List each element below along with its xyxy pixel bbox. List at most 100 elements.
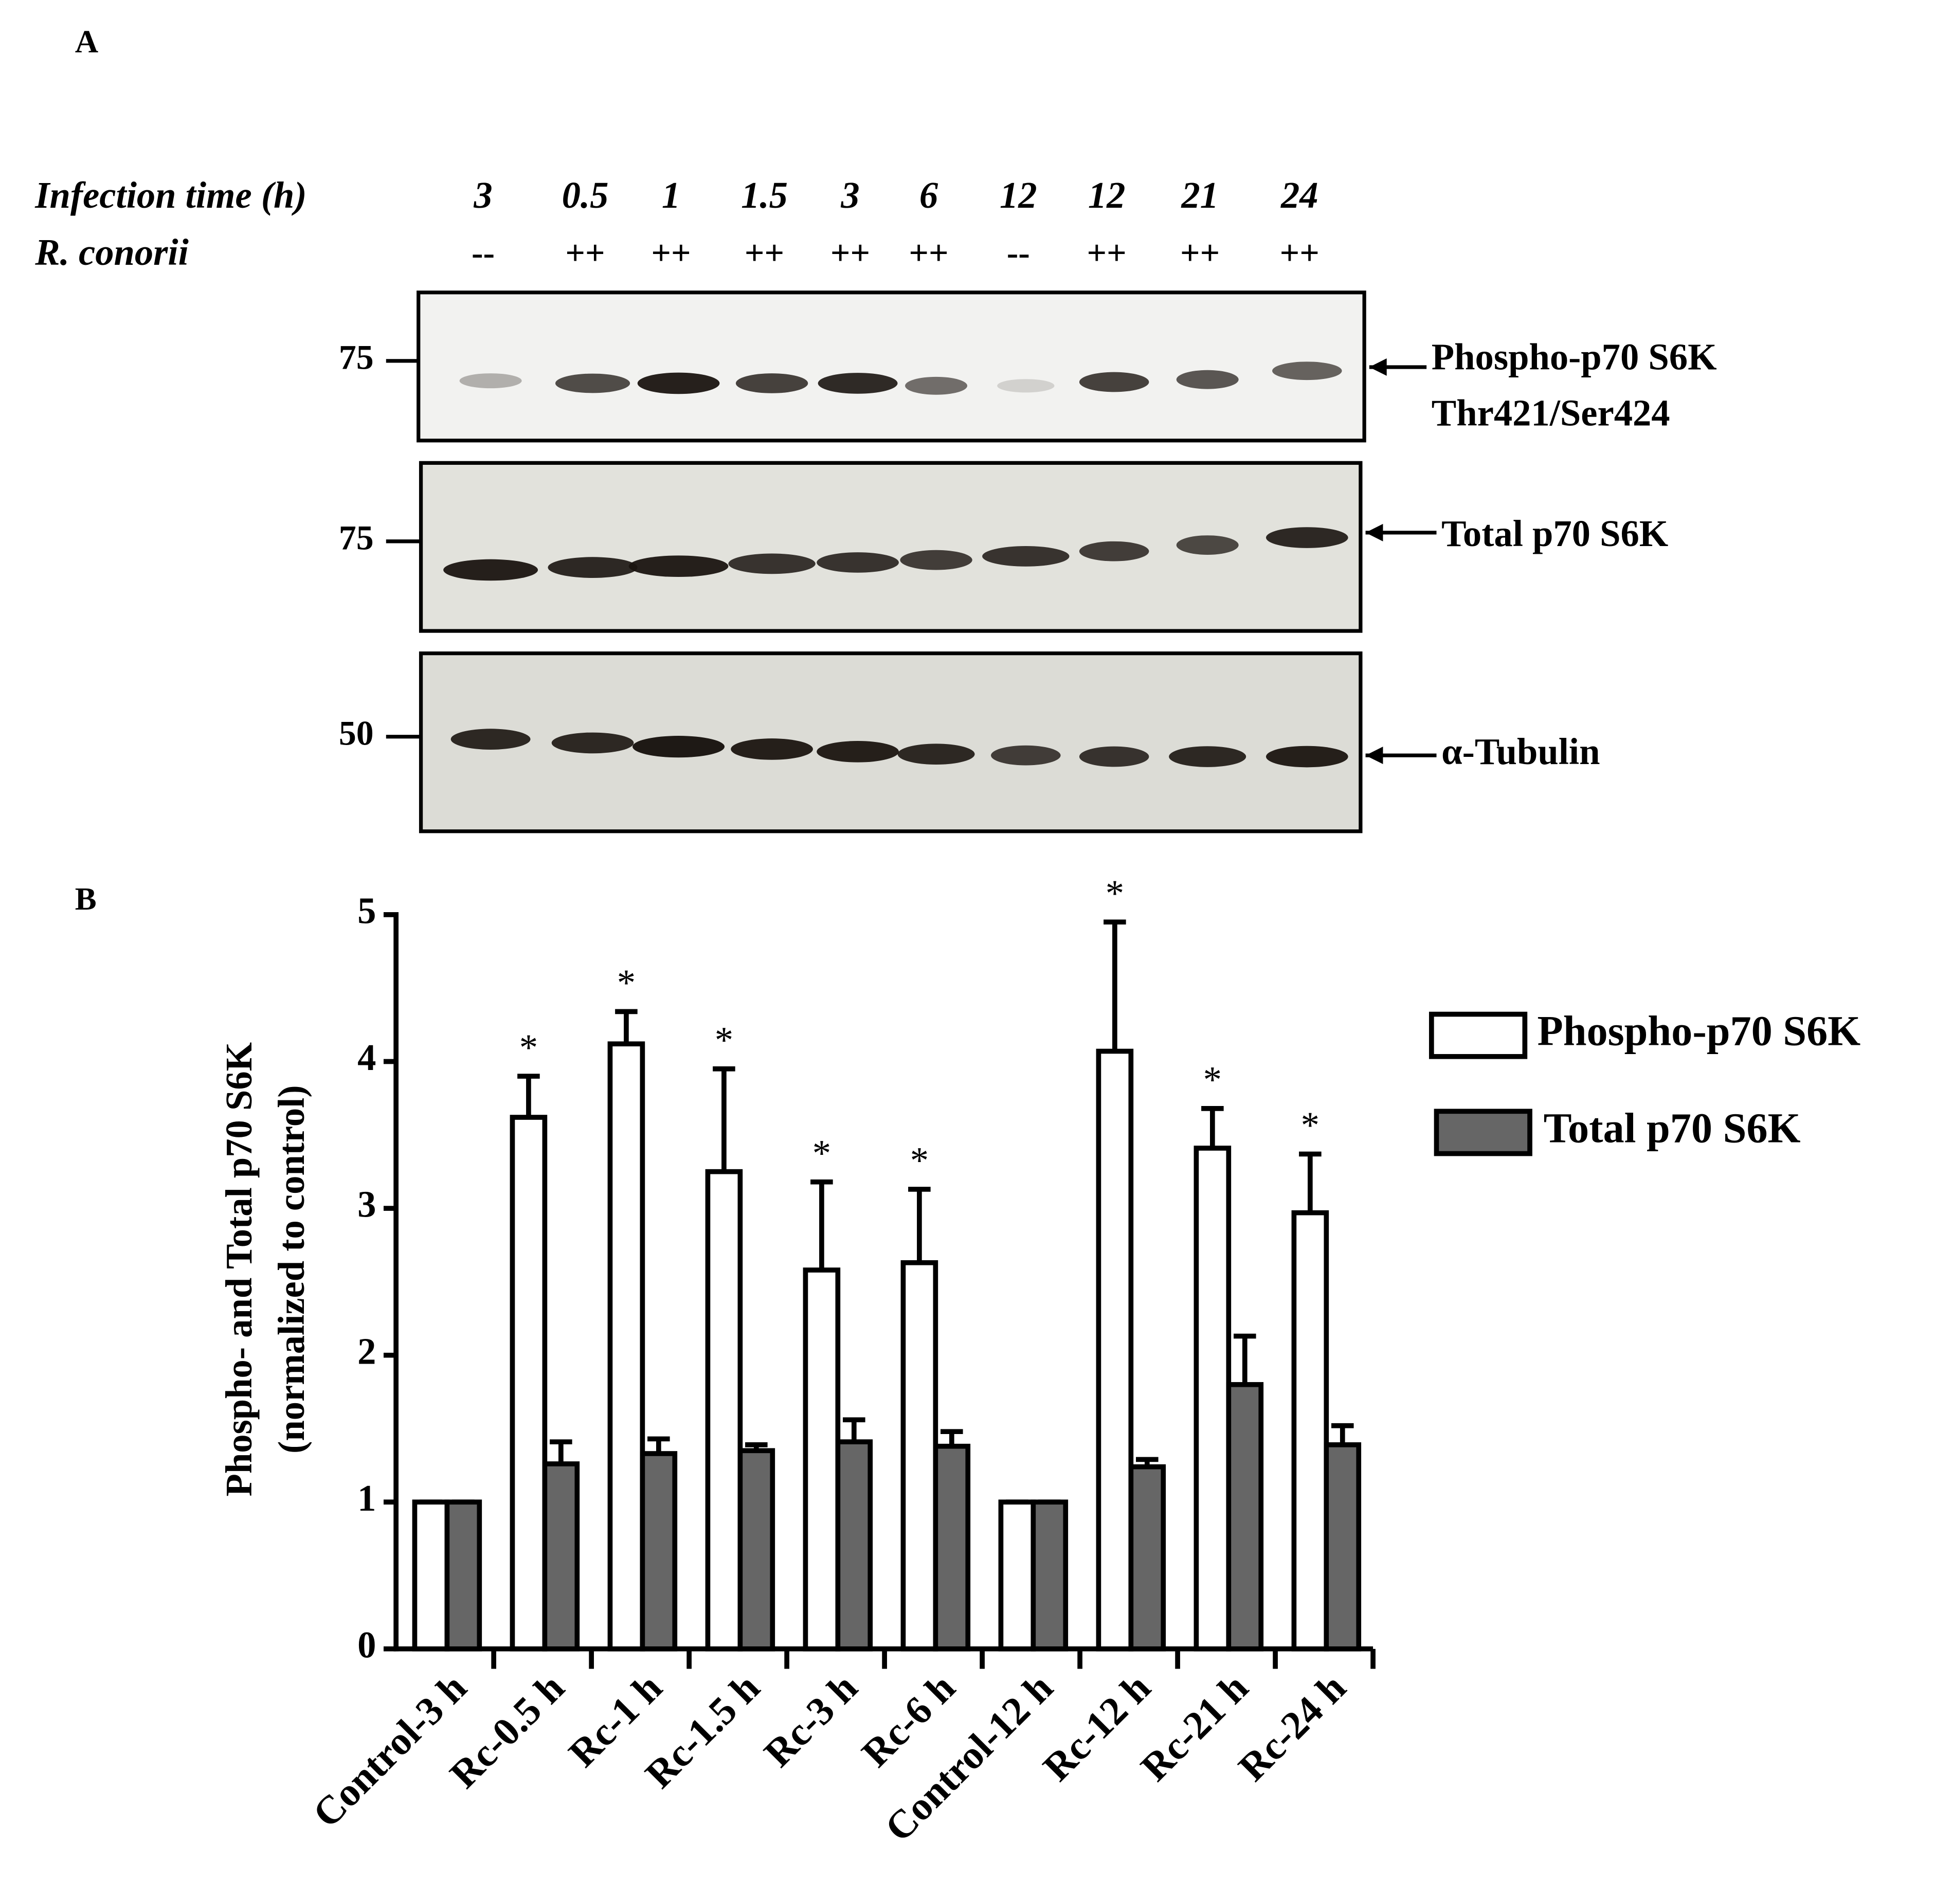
bar bbox=[835, 1439, 873, 1652]
blot-band bbox=[897, 744, 975, 765]
lane-time: 6 bbox=[919, 174, 938, 216]
lane-time: 3 bbox=[840, 174, 859, 216]
blot-panel bbox=[419, 651, 1363, 833]
bar bbox=[1031, 1499, 1069, 1652]
blot-band bbox=[1079, 372, 1149, 392]
blot-band bbox=[450, 729, 531, 750]
blot-band bbox=[900, 550, 972, 570]
row-label: Infection time (h) bbox=[34, 174, 306, 216]
lane-time: 0.5 bbox=[562, 174, 609, 216]
legend-label: Total p70 S6K bbox=[1544, 1104, 1801, 1151]
blot-label: Thr421/Ser424 bbox=[1432, 392, 1670, 433]
arrow-head bbox=[1369, 358, 1387, 376]
significance-mark: * bbox=[715, 1019, 733, 1061]
mw-marker: 75 bbox=[339, 338, 374, 376]
panel-label: B bbox=[75, 881, 97, 917]
lane-time: 1.5 bbox=[741, 174, 788, 216]
blot-band bbox=[1079, 541, 1149, 561]
significance-mark: * bbox=[1301, 1104, 1320, 1146]
lane-time: 21 bbox=[1181, 174, 1219, 216]
bar bbox=[640, 1451, 678, 1652]
blot-panel bbox=[417, 291, 1366, 443]
lane-time: 1 bbox=[662, 174, 680, 216]
bar bbox=[737, 1448, 775, 1652]
lane-infection: ++ bbox=[1280, 233, 1320, 272]
blot-band bbox=[1169, 746, 1246, 767]
significance-mark: * bbox=[1203, 1059, 1222, 1100]
lane-infection: ++ bbox=[1087, 233, 1127, 272]
significance-mark: * bbox=[910, 1139, 929, 1181]
bar bbox=[1096, 1048, 1134, 1652]
arrow-head bbox=[1365, 747, 1383, 765]
bar bbox=[1194, 1146, 1232, 1652]
blot-label: α-Tubulin bbox=[1441, 731, 1600, 772]
legend-swatch bbox=[1429, 1011, 1528, 1059]
blot-band bbox=[1266, 527, 1348, 548]
blot-band bbox=[1176, 370, 1239, 389]
bar bbox=[412, 1499, 450, 1652]
blot-band bbox=[637, 372, 720, 394]
mw-marker: 50 bbox=[339, 714, 374, 752]
significance-mark: * bbox=[519, 1026, 538, 1068]
blot-band bbox=[728, 553, 816, 574]
bar bbox=[803, 1267, 841, 1652]
bar bbox=[933, 1443, 971, 1652]
y-axis-title: (normalized to control) bbox=[270, 1085, 312, 1453]
lane-infection: -- bbox=[472, 233, 495, 272]
legend-label: Phospho-p70 S6K bbox=[1538, 1008, 1861, 1055]
blot-band bbox=[632, 736, 725, 758]
blot-band bbox=[1272, 361, 1342, 380]
row-label: R. conorii bbox=[34, 231, 189, 273]
bar bbox=[510, 1115, 548, 1652]
blot-band bbox=[731, 738, 813, 760]
lane-infection: ++ bbox=[565, 233, 605, 272]
y-tick-label: 1 bbox=[357, 1477, 376, 1519]
bar bbox=[542, 1461, 580, 1652]
legend-swatch bbox=[1434, 1109, 1532, 1156]
y-tick-label: 5 bbox=[357, 890, 376, 932]
lane-infection: ++ bbox=[909, 233, 948, 272]
mw-marker: 75 bbox=[339, 518, 374, 557]
bar bbox=[607, 1041, 645, 1652]
blot-band bbox=[548, 557, 638, 578]
significance-mark: * bbox=[617, 962, 636, 1004]
y-tick-label: 2 bbox=[357, 1330, 376, 1372]
blot-band bbox=[628, 555, 729, 577]
bar bbox=[1226, 1382, 1264, 1652]
blot-band bbox=[817, 552, 899, 573]
significance-mark: * bbox=[812, 1132, 831, 1174]
blot-label: Total p70 S6K bbox=[1441, 513, 1668, 554]
lane-infection: ++ bbox=[1180, 233, 1220, 272]
bar bbox=[1128, 1464, 1166, 1652]
lane-time: 24 bbox=[1280, 174, 1318, 216]
significance-mark: * bbox=[1106, 872, 1124, 914]
blot-band bbox=[1266, 746, 1348, 768]
lane-infection: ++ bbox=[745, 233, 784, 272]
blot-band bbox=[991, 745, 1061, 766]
blot-band bbox=[1176, 535, 1239, 555]
arrow-head bbox=[1365, 523, 1383, 541]
y-tick-label: 3 bbox=[357, 1184, 376, 1225]
lane-time: 12 bbox=[1088, 174, 1126, 216]
bar bbox=[900, 1260, 938, 1652]
lane-time: 12 bbox=[1000, 174, 1037, 216]
blot-band bbox=[905, 376, 968, 395]
bar bbox=[1324, 1442, 1362, 1652]
bar bbox=[444, 1499, 482, 1652]
lane-infection: -- bbox=[1007, 233, 1030, 272]
bar bbox=[1291, 1210, 1329, 1652]
lane-time: 3 bbox=[473, 174, 492, 216]
blot-band bbox=[982, 546, 1070, 567]
y-tick-label: 4 bbox=[357, 1037, 376, 1078]
blot-band bbox=[1079, 746, 1149, 767]
blot-band bbox=[459, 373, 522, 389]
blot-band bbox=[551, 732, 634, 754]
bar bbox=[998, 1499, 1036, 1652]
bar bbox=[705, 1169, 743, 1652]
panel-label: A bbox=[75, 24, 98, 60]
y-axis-label: Phospho- and Total p70 S6K (normalized to… bbox=[218, 1042, 312, 1497]
blot-label: Phospho-p70 S6K bbox=[1432, 336, 1717, 378]
blot-band bbox=[997, 379, 1055, 393]
